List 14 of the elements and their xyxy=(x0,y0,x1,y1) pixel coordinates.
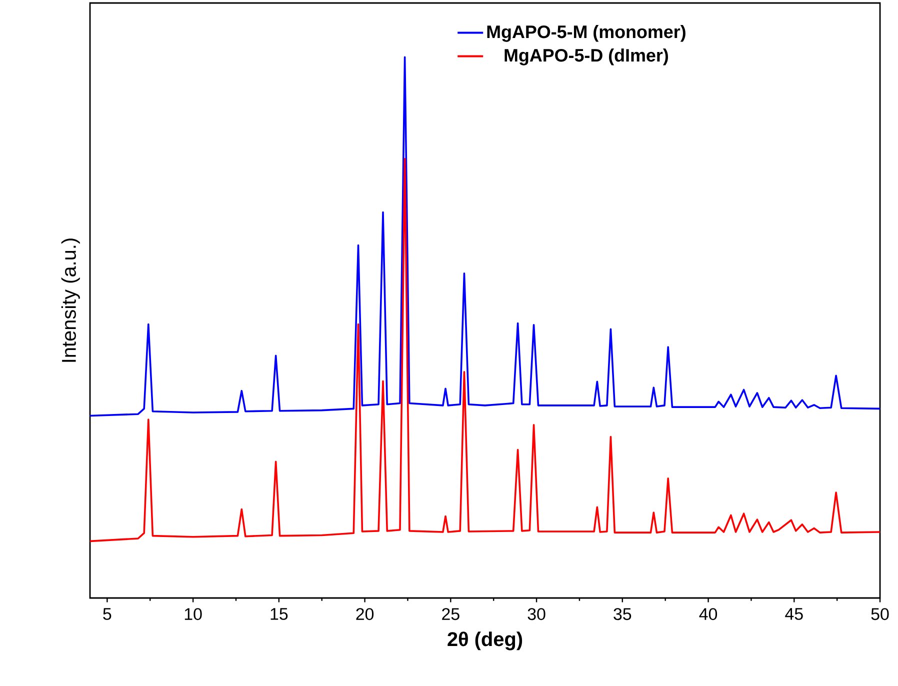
x-tick-label: 35 xyxy=(614,608,632,620)
x-tick-label: 50 xyxy=(871,608,889,620)
x-tick-label: 40 xyxy=(699,608,718,620)
x-tick-label: 25 xyxy=(442,608,460,620)
x-axis-title: 2θ (deg) xyxy=(448,632,522,650)
x-tick-label: 5 xyxy=(103,608,112,620)
x-tick-label: 15 xyxy=(270,608,288,620)
y-axis-title: Intensity (a.u.) xyxy=(61,238,80,362)
legend-label: MgAPO-5-M (monomer) xyxy=(487,25,686,42)
x-tick-label: 10 xyxy=(184,608,202,620)
x-tick-label: 30 xyxy=(528,608,546,620)
legend-label: MgAPO-5-D (dImer) xyxy=(504,48,668,66)
x-tick-label: 20 xyxy=(356,608,374,620)
x-tick-label: 45 xyxy=(785,608,803,620)
